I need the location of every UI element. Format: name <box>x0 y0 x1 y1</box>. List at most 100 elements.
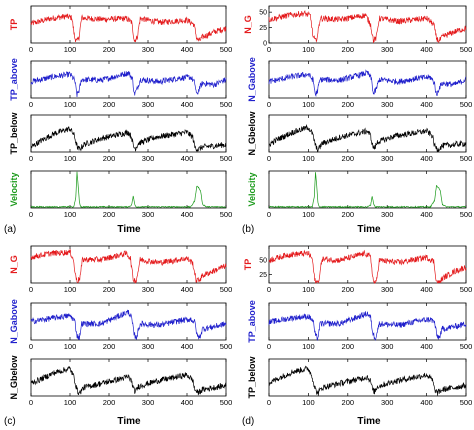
series-line <box>30 171 227 209</box>
axes-box <box>30 245 227 284</box>
y-axis-label: TP_above <box>9 58 19 101</box>
axes-box <box>268 245 467 284</box>
x-tick-label: 400 <box>420 285 433 294</box>
y-axis-label: TP_above <box>247 300 257 343</box>
x-tick-label: 400 <box>420 100 433 109</box>
y-axis-label: Velocity <box>247 172 257 206</box>
axes-box <box>268 170 467 209</box>
series-line <box>268 172 466 209</box>
x-tick-label: 100 <box>302 154 315 163</box>
panel-c-letter: (c) <box>4 416 16 427</box>
x-tick-label: 0 <box>29 154 33 163</box>
x-tick-label: 100 <box>302 285 315 294</box>
x-tick-label: 0 <box>29 398 33 407</box>
series-line <box>268 311 467 341</box>
x-tick-label: 0 <box>29 210 33 219</box>
x-tick-label: 300 <box>381 210 394 219</box>
y-axis-label: N_G <box>9 255 19 274</box>
x-tick-label: 200 <box>103 342 116 351</box>
panel-c-subplot-2: 0 100 200 300 400 500 N_Gabove <box>9 299 232 351</box>
x-tick-label: 100 <box>302 100 315 109</box>
axes-box <box>30 5 227 44</box>
panel-b-subplot-4: 0 100 200 300 400 500 Velocity <box>247 170 473 219</box>
y-tick-label: 25 <box>259 25 267 32</box>
x-tick-label: 0 <box>29 45 33 54</box>
x-tick-label: 0 <box>29 342 33 351</box>
x-tick-label: 500 <box>460 154 473 163</box>
x-tick-label: 400 <box>420 342 433 351</box>
x-tick-label: 200 <box>342 154 355 163</box>
x-tick-label: 0 <box>267 285 271 294</box>
y-axis-label: Velocity <box>9 172 19 206</box>
panel-c-subplot-1: 0 100 200 300 400 500 N_G <box>9 245 233 294</box>
x-tick-label: 200 <box>103 210 116 219</box>
axes-box <box>30 358 227 397</box>
x-tick-label: 400 <box>181 154 194 163</box>
panel-c-xlabel: Time <box>117 416 141 427</box>
x-tick-label: 500 <box>460 100 473 109</box>
x-tick-label: 200 <box>103 398 116 407</box>
panel-a-subplot-1: 0 100 200 300 400 500 TP <box>9 5 233 54</box>
x-tick-label: 500 <box>220 100 233 109</box>
axes-box <box>268 60 467 99</box>
x-tick-label: 500 <box>220 342 233 351</box>
panel-d-subplot-2: 0 100 200 300 400 500 TP_above <box>247 300 472 351</box>
panel-a-subplot-2: 0 100 200 300 400 500 TP_above <box>9 58 232 109</box>
x-tick-label: 500 <box>220 398 233 407</box>
x-tick-label: 100 <box>302 342 315 351</box>
panel-c: 0 100 200 300 400 500 N_G 0 100 200 300 400 500 N_Ga… <box>4 245 233 427</box>
x-tick-label: 500 <box>460 342 473 351</box>
x-tick-label: 300 <box>142 398 155 407</box>
x-tick-label: 300 <box>142 154 155 163</box>
x-tick-label: 400 <box>181 285 194 294</box>
series-line <box>268 365 467 396</box>
axes-box <box>268 5 467 44</box>
panel-a: 0 100 200 300 400 500 TP 0 100 200 300 400 500 TP_ab… <box>4 5 233 235</box>
panel-b-xlabel: Time <box>357 224 381 235</box>
axes-box <box>30 170 227 209</box>
x-tick-label: 200 <box>103 100 116 109</box>
series-line <box>268 69 466 97</box>
x-tick-label: 0 <box>267 100 271 109</box>
panel-d: 0 100 200 300 400 500 25 50 TP 0 100 200 300 400 500 T… <box>242 245 472 427</box>
panel-d-subplot-1: 0 100 200 300 400 500 25 50 TP <box>243 245 472 294</box>
x-tick-label: 500 <box>220 285 233 294</box>
panel-a-subplot-4: 0 100 200 300 400 500 Velocity <box>9 170 233 219</box>
x-tick-label: 400 <box>181 210 194 219</box>
y-tick-label: 0 <box>263 41 267 48</box>
x-tick-label: 500 <box>220 45 233 54</box>
series-line <box>30 309 227 341</box>
y-tick-label: 50 <box>259 258 267 265</box>
x-tick-label: 500 <box>460 398 473 407</box>
panel-d-subplot-3: 0 100 200 300 400 500 TP_below <box>247 356 472 407</box>
x-tick-label: 300 <box>381 285 394 294</box>
axes-box <box>30 114 227 153</box>
series-line <box>268 249 467 284</box>
x-tick-label: 300 <box>381 342 394 351</box>
x-tick-label: 100 <box>64 100 77 109</box>
panel-b: 0 100 200 300 400 500 0 25 50 N_G 0 100 200 300 400 50… <box>242 5 473 235</box>
x-tick-label: 100 <box>302 398 315 407</box>
x-tick-label: 100 <box>64 285 77 294</box>
y-axis-label: N_Gbelow <box>247 111 257 156</box>
x-tick-label: 0 <box>267 210 271 219</box>
x-tick-label: 100 <box>64 210 77 219</box>
x-tick-label: 500 <box>220 210 233 219</box>
x-tick-label: 400 <box>181 45 194 54</box>
x-tick-label: 300 <box>381 398 394 407</box>
x-tick-label: 400 <box>181 100 194 109</box>
y-axis-label: N_Gbelow <box>9 355 19 400</box>
series-line <box>30 126 227 152</box>
series-line <box>30 248 227 284</box>
x-tick-label: 0 <box>29 100 33 109</box>
panel-b-subplot-2: 0 100 200 300 400 500 N_Gabove <box>247 57 472 109</box>
x-tick-label: 500 <box>460 210 473 219</box>
x-tick-label: 300 <box>142 342 155 351</box>
x-tick-label: 100 <box>302 210 315 219</box>
x-tick-label: 300 <box>381 100 394 109</box>
panel-a-subplot-3: 0 100 200 300 400 500 TP_below <box>9 112 232 163</box>
panel-d-xlabel: Time <box>357 416 381 427</box>
series-line <box>30 71 227 98</box>
x-tick-label: 200 <box>342 398 355 407</box>
